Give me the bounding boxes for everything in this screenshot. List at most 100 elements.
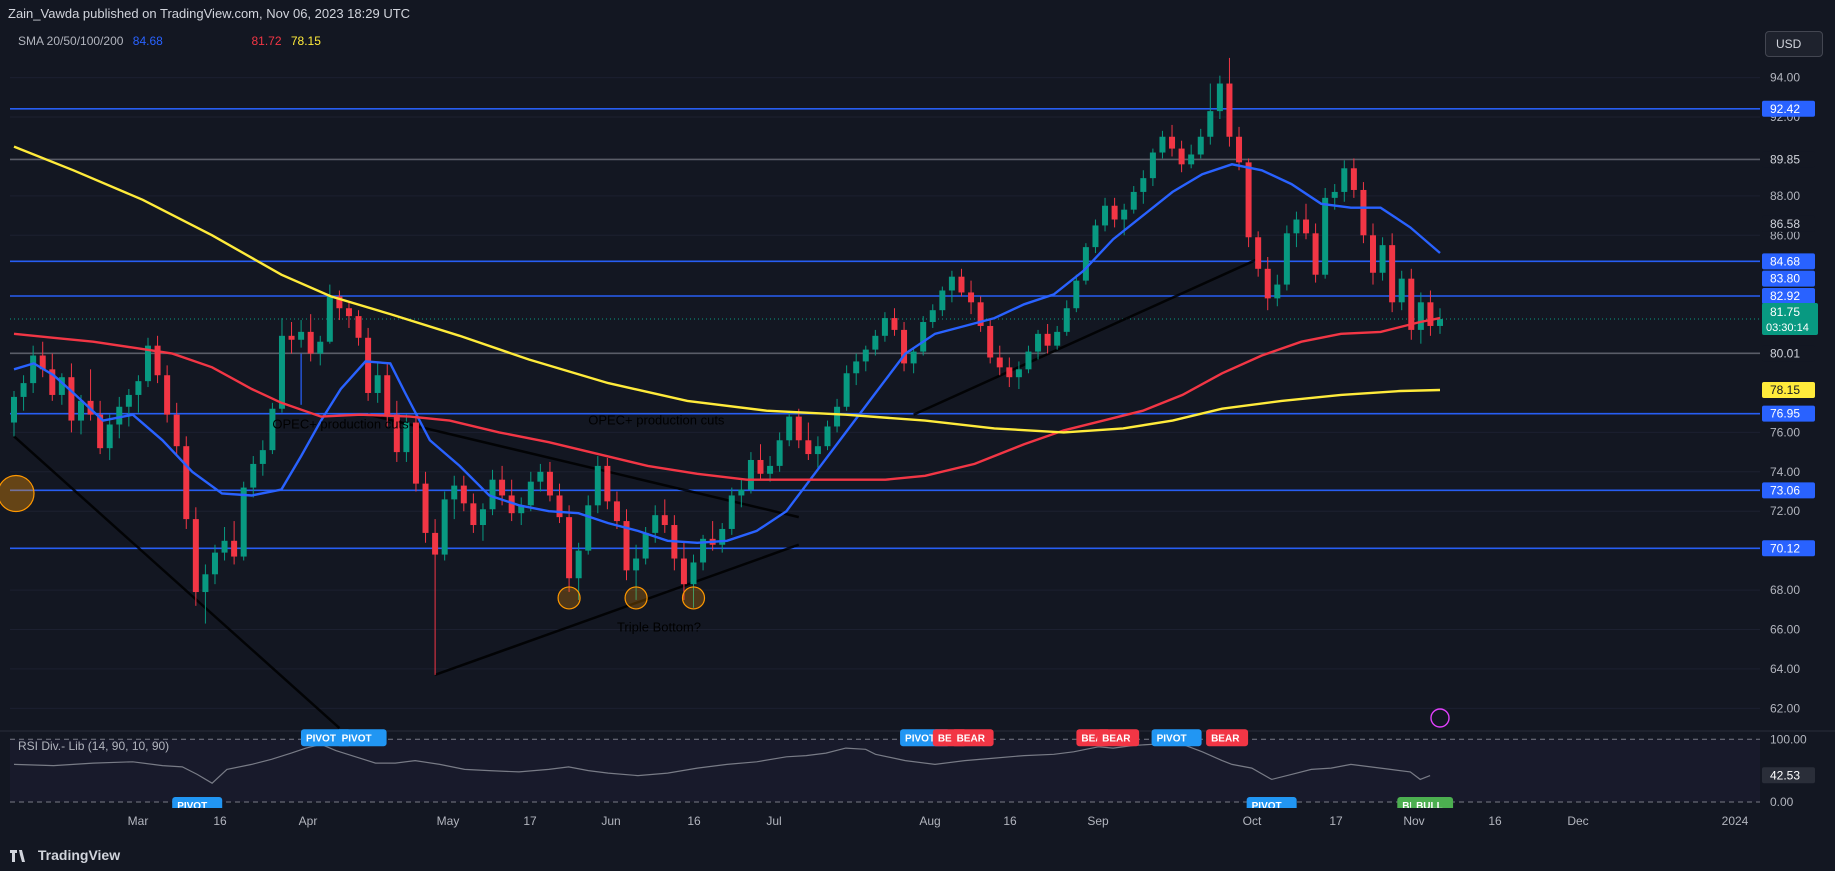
candle-body xyxy=(307,331,314,354)
candle-body xyxy=(996,357,1003,368)
candle-body xyxy=(192,519,199,593)
rsi-signal-label: BULL xyxy=(1416,801,1443,812)
candle-body xyxy=(135,381,142,395)
price-axis-tick-label: 66.00 xyxy=(1770,622,1800,636)
rsi-signal-label: BEAR xyxy=(1211,733,1240,744)
candle-body xyxy=(1140,178,1147,192)
price-label-bg xyxy=(1762,151,1815,168)
rsi-legend[interactable]: RSI Div.- Lib (14, 90, 10, 90) xyxy=(18,739,170,753)
sma-legend-label: SMA 20/50/100/200 xyxy=(18,34,124,48)
candle-body xyxy=(1303,219,1310,234)
countdown-label: 03:30:14 xyxy=(1766,322,1809,334)
candle-body xyxy=(1149,152,1156,179)
rsi-band xyxy=(10,739,1760,802)
candle-body xyxy=(757,459,764,474)
candle-body xyxy=(269,408,276,451)
candle-body xyxy=(499,479,506,496)
price-axis-tick-label: 88.00 xyxy=(1770,189,1800,203)
rsi-line xyxy=(13,739,1431,784)
candle-body xyxy=(508,495,515,514)
candle-body xyxy=(613,501,620,522)
rsi-signal-label: BEAR xyxy=(1102,733,1131,744)
candle-body xyxy=(317,341,324,354)
candle-body xyxy=(1073,280,1080,309)
candle-body xyxy=(929,310,936,323)
price-axis-tick-label: 68.00 xyxy=(1770,583,1800,597)
candle-body xyxy=(58,377,65,395)
candle-body xyxy=(298,331,305,340)
candle-body xyxy=(20,383,27,397)
sma-line xyxy=(13,145,1441,434)
candle-body xyxy=(920,322,927,352)
time-axis-label: Mar xyxy=(128,814,149,828)
candle-body xyxy=(1111,205,1118,220)
candle-body xyxy=(1322,197,1329,275)
price-label: 84.68 xyxy=(1770,254,1800,268)
candle-body xyxy=(738,489,745,496)
candle-body xyxy=(834,406,841,427)
candle-body xyxy=(125,394,132,407)
candle-body xyxy=(384,375,391,415)
candle-body xyxy=(1264,268,1271,299)
candle-body xyxy=(862,349,869,362)
price-label: 82.92 xyxy=(1770,289,1800,303)
candle-body xyxy=(537,471,544,482)
candle-body xyxy=(1197,136,1204,155)
price-label-bg xyxy=(1762,382,1815,399)
currency-button[interactable]: USD xyxy=(1765,31,1823,57)
rsi-signal-label: PIVOT xyxy=(1252,801,1282,812)
candle-body xyxy=(183,446,190,520)
candle-body xyxy=(1417,302,1424,330)
candle-body xyxy=(403,422,410,453)
candle-body xyxy=(786,416,793,441)
candle-body xyxy=(1408,278,1415,330)
candle-body xyxy=(594,465,601,506)
time-axis-label: Dec xyxy=(1567,814,1588,828)
sma-legend[interactable]: SMA 20/50/100/200 84.68 81.72 78.15 xyxy=(18,34,327,48)
candle-body xyxy=(776,440,783,466)
candle-body xyxy=(546,471,553,496)
candle-body xyxy=(336,296,343,309)
price-label-bg xyxy=(1762,482,1815,499)
candle-body xyxy=(604,465,611,502)
candle-body xyxy=(412,422,419,484)
candle-body xyxy=(1245,162,1252,238)
sma100-value: 81.72 xyxy=(251,34,282,48)
candle-body xyxy=(164,375,171,415)
candle-body xyxy=(1159,136,1166,153)
candle-body xyxy=(393,414,400,453)
candle-body xyxy=(881,318,888,336)
candle-body xyxy=(1178,148,1185,165)
candle-body xyxy=(805,440,812,455)
time-axis-label: Oct xyxy=(1243,814,1262,828)
triple-bottom-marker xyxy=(624,586,648,610)
tradingview-logo[interactable]: TradingView xyxy=(10,847,120,863)
candle-body xyxy=(843,373,850,407)
sma20-value: 84.68 xyxy=(132,34,163,48)
rsi-signal-label: BEA xyxy=(938,733,959,744)
candle-body xyxy=(575,550,582,579)
rsi-signal-badge xyxy=(1097,729,1140,747)
time-axis-label: Sep xyxy=(1087,814,1109,828)
rsi-current-bg xyxy=(1762,767,1815,784)
candle-body xyxy=(1312,233,1319,275)
price-axis-tick-label: 72.00 xyxy=(1770,504,1800,518)
price-label: 89.85 xyxy=(1770,152,1800,166)
candle-body xyxy=(470,503,477,526)
candle-body xyxy=(1398,278,1405,303)
candle-body xyxy=(49,369,56,395)
price-label: 73.06 xyxy=(1770,483,1800,497)
candle-body xyxy=(1054,331,1061,346)
candle-body xyxy=(1360,189,1367,236)
price-label-bg xyxy=(1762,345,1815,362)
candle-body xyxy=(1255,237,1262,269)
rsi-signal-label: PIVOT xyxy=(1157,733,1187,744)
candle-body xyxy=(288,335,295,340)
candle-body xyxy=(1207,111,1214,137)
candle-body xyxy=(250,463,257,488)
candle-body xyxy=(202,574,209,593)
candle-body xyxy=(374,375,381,393)
rsi-signal-label: PIVOT xyxy=(306,733,336,744)
price-label-bg xyxy=(1762,270,1815,287)
